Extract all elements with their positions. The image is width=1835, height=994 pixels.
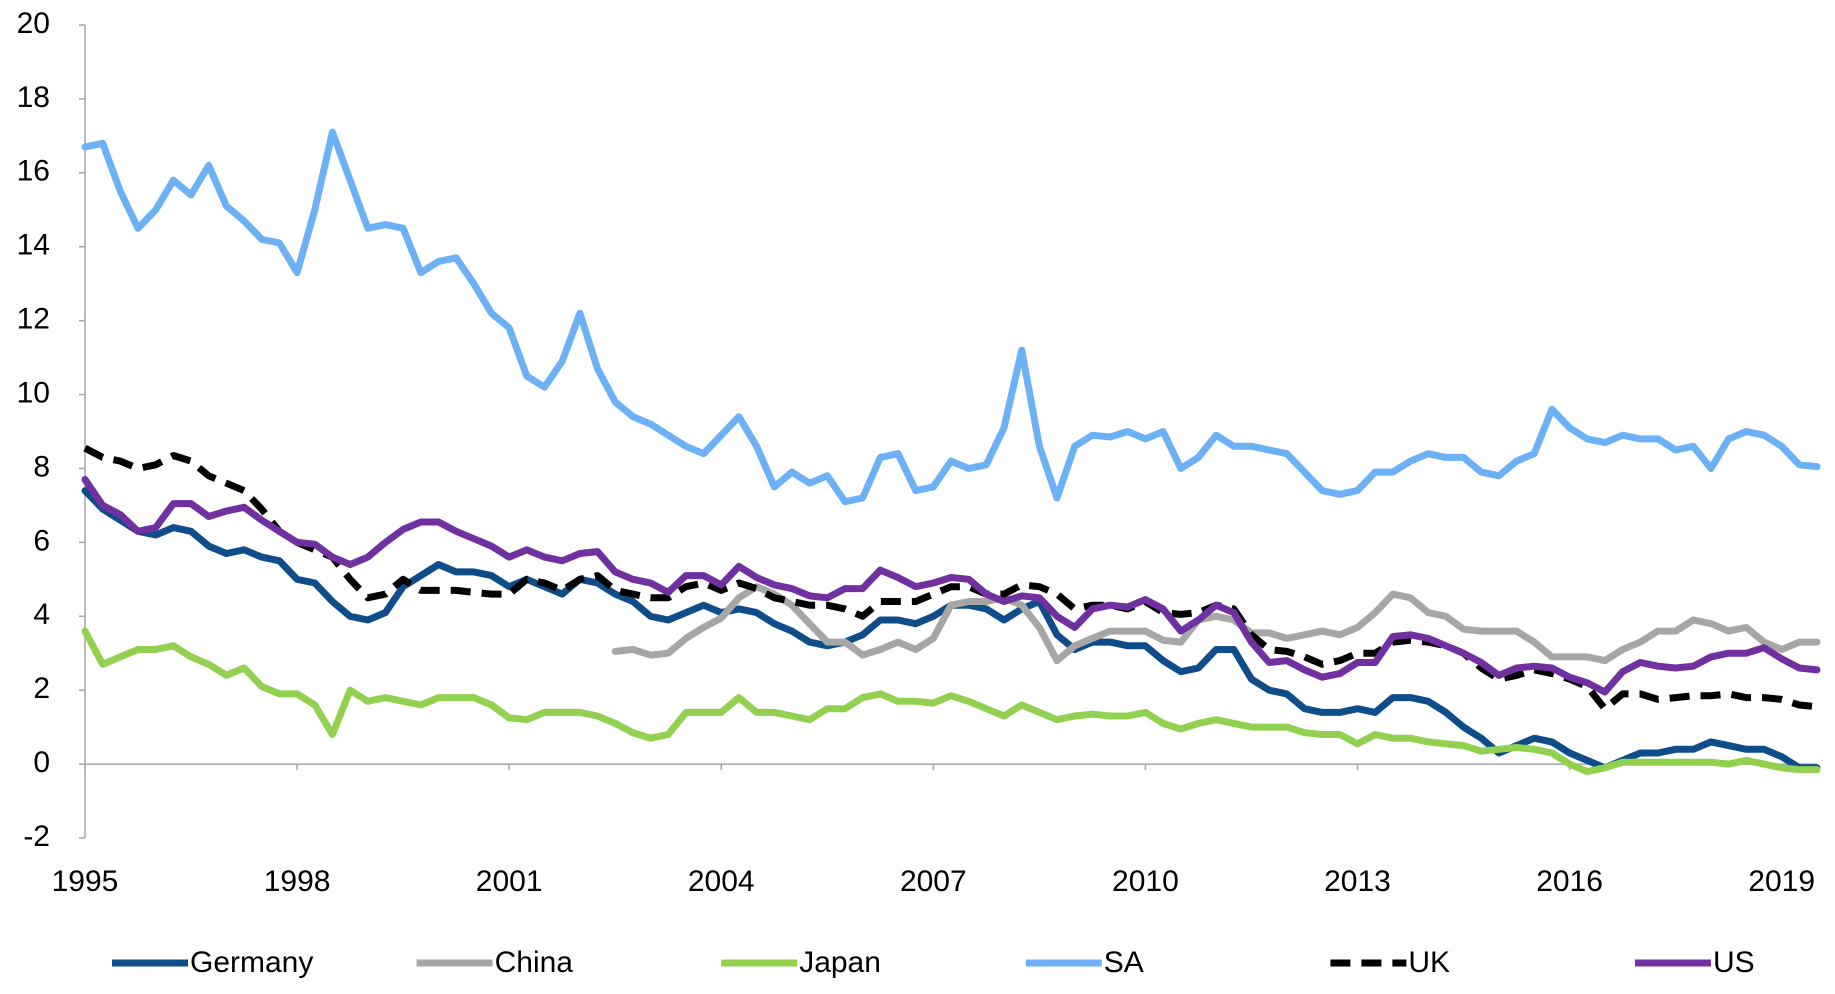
- x-tick-label: 2016: [1536, 865, 1603, 898]
- legend-label: China: [495, 946, 574, 979]
- y-tick-label: 4: [33, 598, 50, 631]
- series-line: [81, 128, 1821, 506]
- series-line: [81, 487, 1821, 772]
- y-tick-label: -2: [23, 820, 50, 853]
- series-line: [611, 583, 1821, 665]
- y-tick-label: 2: [33, 672, 50, 705]
- y-tick-label: 20: [17, 7, 50, 40]
- legend-label: SA: [1104, 946, 1144, 979]
- x-tick-label: 1995: [52, 865, 119, 898]
- x-tick-label: 2001: [476, 865, 543, 898]
- x-tick-label: 2004: [688, 865, 755, 898]
- y-tick-label: 14: [17, 229, 50, 262]
- legend-label: UK: [1408, 946, 1450, 979]
- x-tick-label: 2013: [1324, 865, 1391, 898]
- x-tick-label: 2007: [900, 865, 967, 898]
- legend-label: US: [1713, 946, 1755, 979]
- x-tick-label: 1998: [264, 865, 331, 898]
- y-tick-label: 8: [33, 450, 50, 483]
- series-line: [83, 445, 1818, 713]
- x-tick-label: 2019: [1748, 865, 1815, 898]
- y-tick-label: 0: [33, 746, 50, 779]
- x-tick-label: 2010: [1112, 865, 1179, 898]
- y-tick-label: 6: [33, 524, 50, 557]
- y-tick-label: 16: [17, 155, 50, 188]
- y-tick-label: 12: [17, 303, 50, 336]
- y-tick-label: 18: [17, 81, 50, 114]
- legend-label: Japan: [799, 946, 881, 979]
- y-tick-label: 10: [17, 376, 50, 409]
- series-line: [81, 627, 1821, 775]
- series-line: [81, 476, 1821, 696]
- legend-label: Germany: [190, 946, 313, 979]
